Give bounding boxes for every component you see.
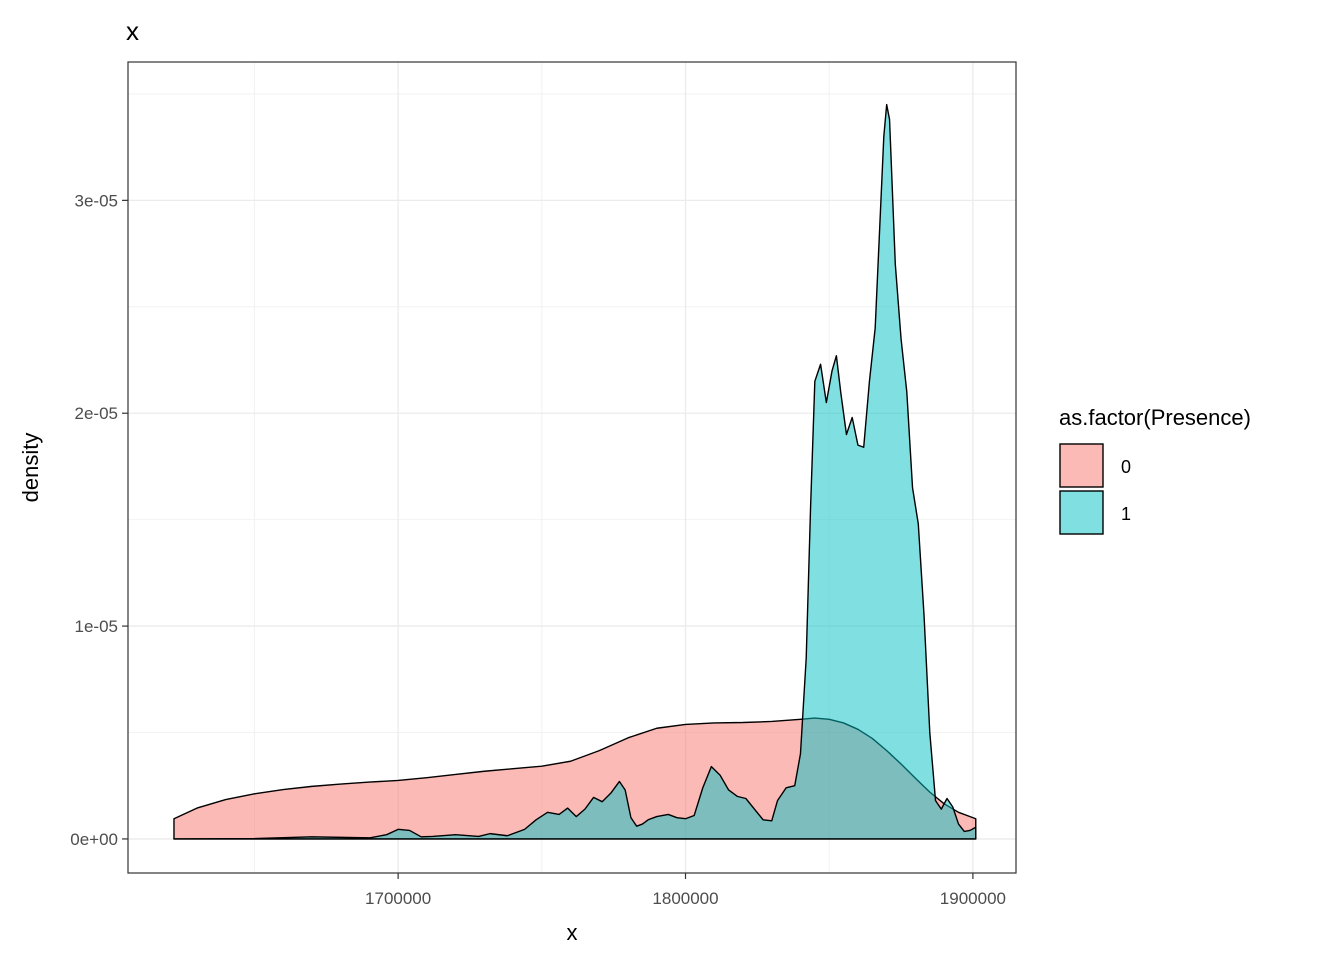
legend-title: as.factor(Presence): [1059, 405, 1251, 430]
y-axis-title: density: [18, 433, 43, 503]
legend-key-0: [1059, 443, 1104, 488]
density-areas: [173, 103, 977, 840]
legend: as.factor(Presence) 01: [1059, 405, 1251, 535]
legend-entries: 01: [1059, 443, 1131, 535]
y-tick-label: 0e+00: [70, 830, 118, 849]
legend-key-1: [1059, 490, 1104, 535]
axes: 1700000 1800000 1900000 0e+00 1e-05 2e-05 3e-0…: [70, 191, 1006, 908]
panel-border: [127, 61, 1017, 874]
x-axis-title: x: [567, 920, 578, 945]
x-tick-label: 1900000: [940, 889, 1006, 908]
legend-label-0: 0: [1121, 457, 1131, 477]
density-area-series-1: [173, 103, 977, 840]
y-tick-label: 1e-05: [75, 617, 118, 636]
x-tick-label: 1700000: [365, 889, 431, 908]
y-tick-label: 2e-05: [75, 404, 118, 423]
y-tick-label: 3e-05: [75, 191, 118, 210]
plot-title: x: [126, 16, 139, 46]
legend-label-1: 1: [1121, 504, 1131, 524]
x-tick-label: 1800000: [652, 889, 718, 908]
